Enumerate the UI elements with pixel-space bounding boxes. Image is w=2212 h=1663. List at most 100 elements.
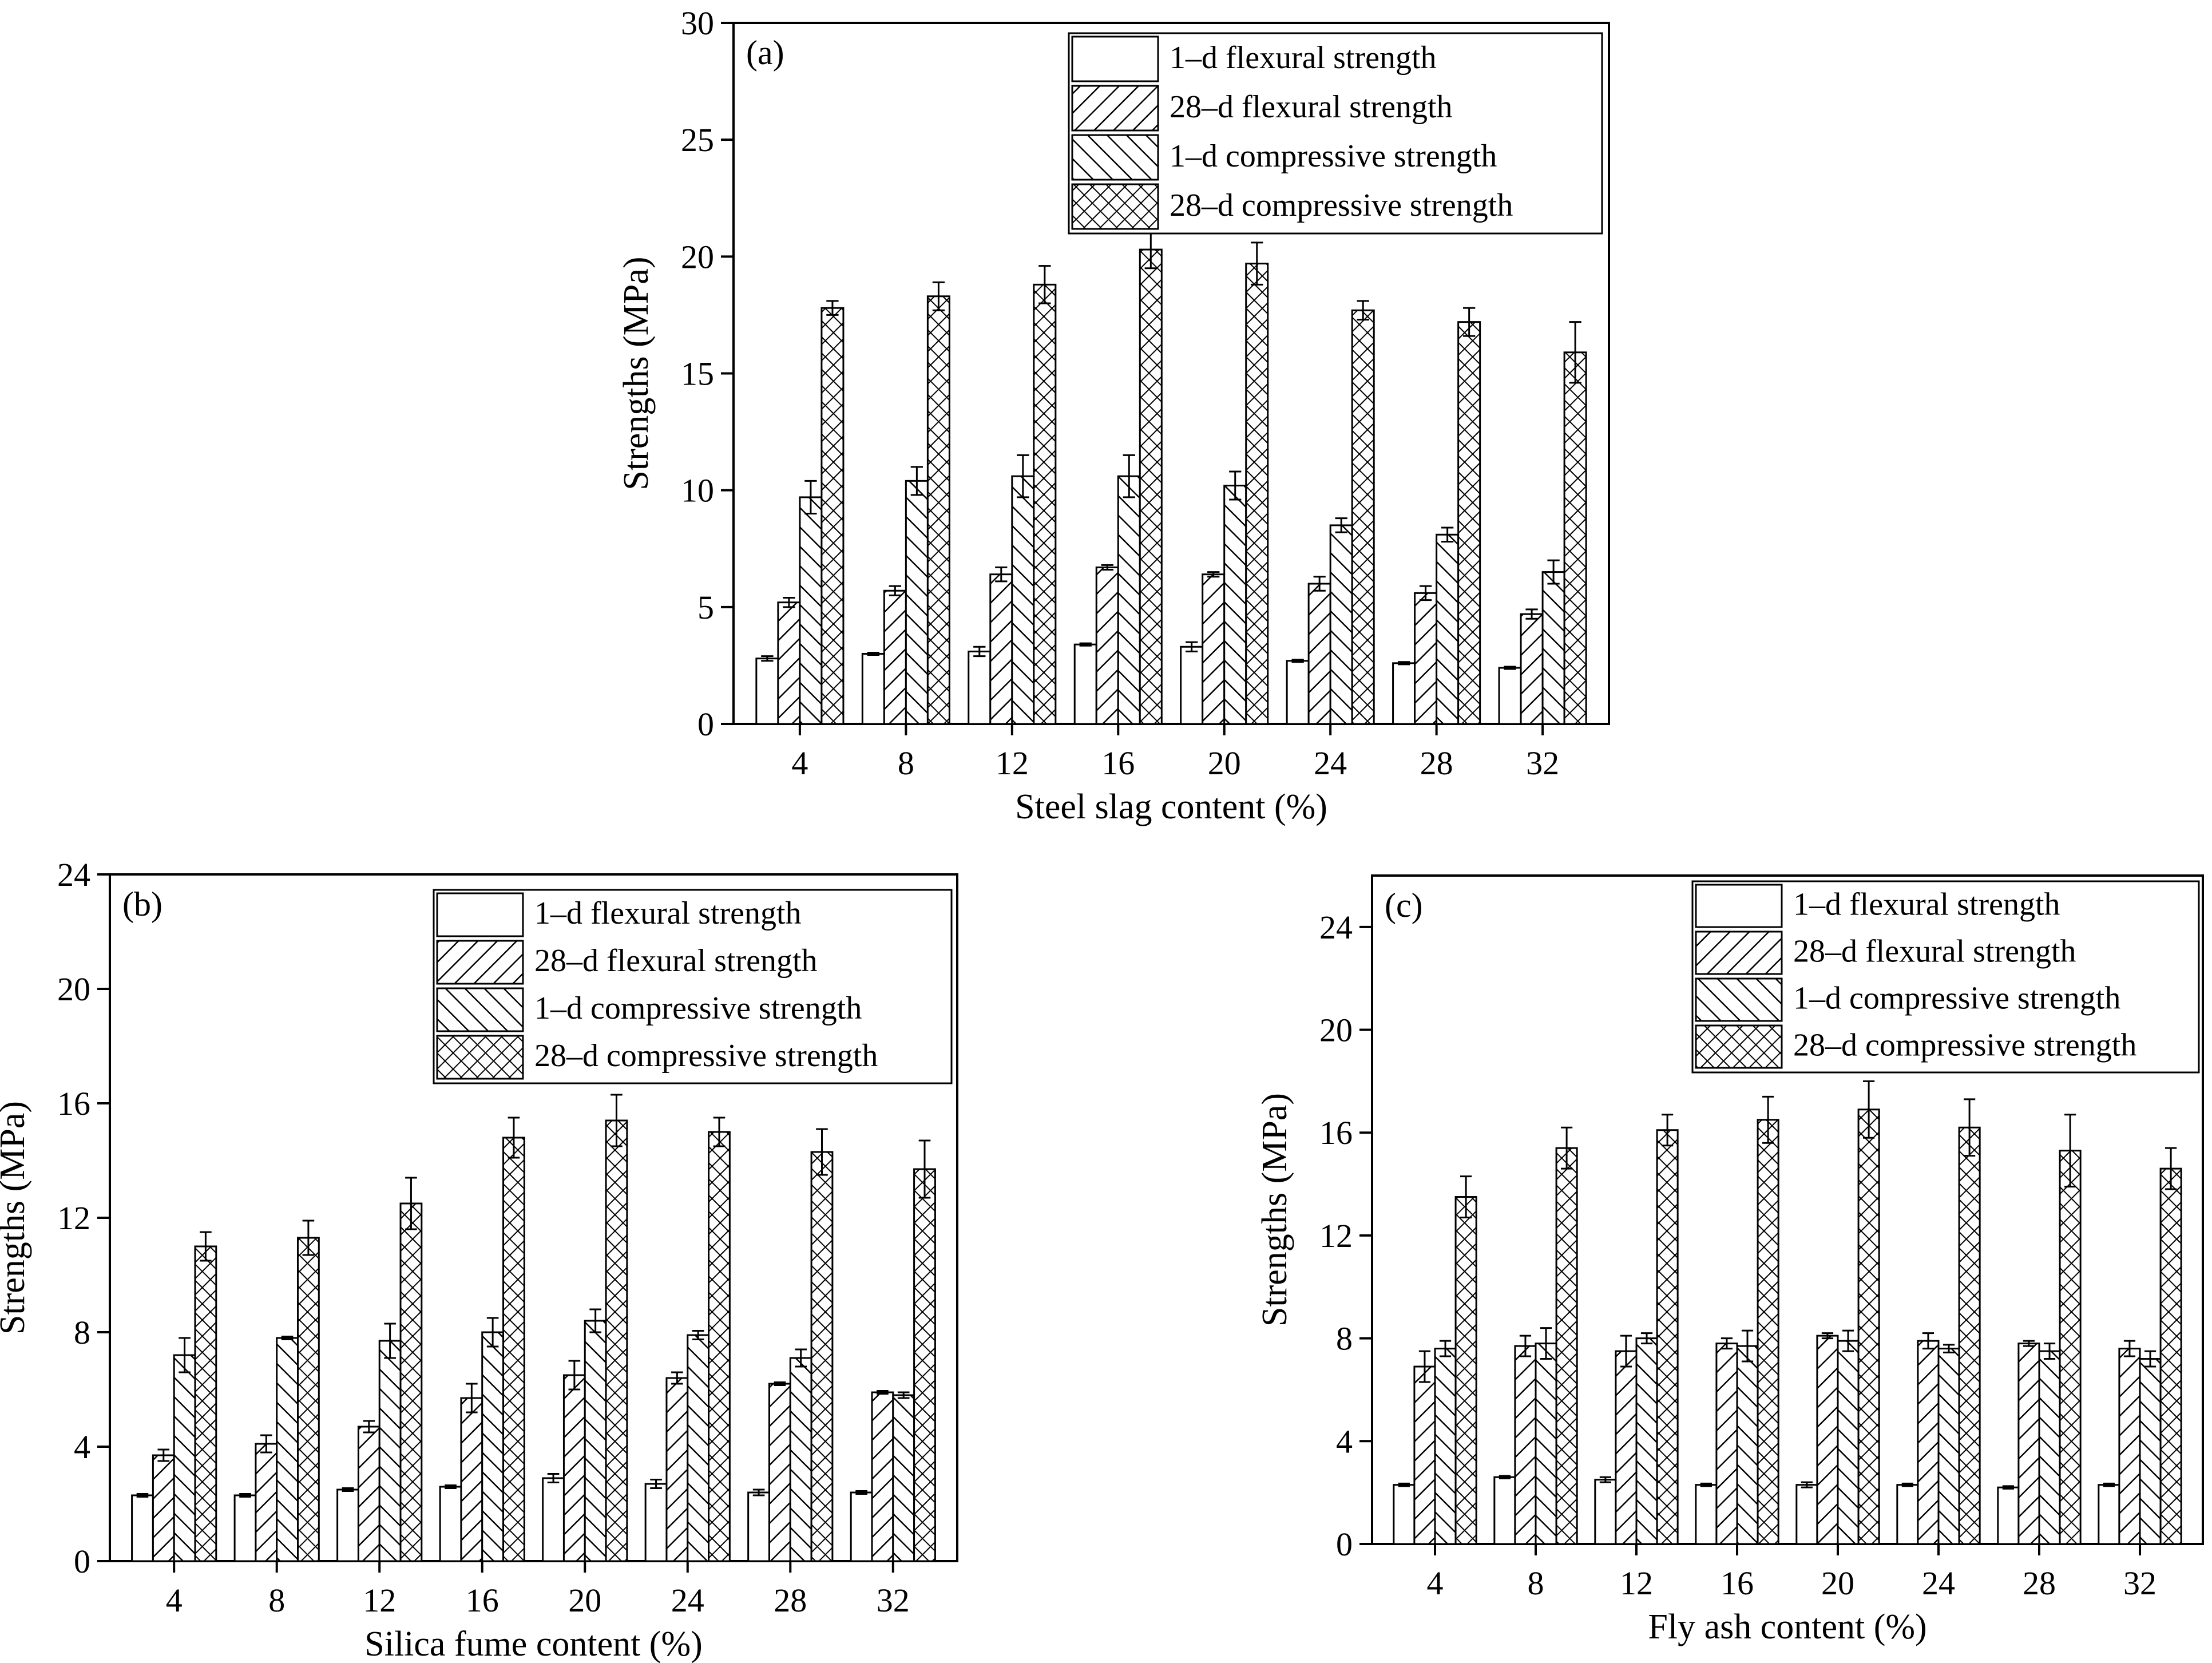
bar-hatch-left (1117, 475, 1141, 725)
bar-hatch-left (1436, 533, 1460, 725)
legend-swatch-hatch-right (1695, 931, 1783, 975)
y-tick-label: 8 (74, 1314, 90, 1351)
x-tick-label: 28 (1420, 745, 1453, 782)
bar-crosshatch (1454, 1196, 1477, 1545)
legend-label: 28–d compressive strength (1170, 188, 1513, 223)
bar-blank (861, 653, 885, 725)
bar-blank (1073, 643, 1097, 725)
bar-hatch-left (584, 1320, 607, 1562)
legend-label: 28–d flexural strength (1170, 89, 1453, 125)
bar-hatch-left (789, 1357, 812, 1562)
legend-swatch-hatch-left (1695, 977, 1783, 1022)
bar-blank (1393, 1484, 1416, 1545)
bar-hatch-left (2038, 1350, 2061, 1545)
bar-hatch-left (892, 1394, 915, 1562)
bar-hatch-left (1535, 1343, 1557, 1545)
bar-hatch-left (905, 480, 929, 725)
bar-hatch-right (1715, 1343, 1738, 1545)
legend-swatch-crosshatch (436, 1035, 524, 1080)
bar-crosshatch (708, 1131, 731, 1562)
x-tick-label: 24 (1922, 1565, 1955, 1602)
legend-label: 28–d compressive strength (1793, 1027, 2136, 1063)
legend-label: 28–d compressive strength (534, 1038, 878, 1074)
bar-hatch-left (1635, 1337, 1658, 1545)
bar-hatch-left (1223, 485, 1247, 725)
bar-blank (1180, 646, 1204, 725)
x-tick-label: 28 (2023, 1565, 2056, 1602)
bar-blank (1286, 660, 1310, 725)
bar-blank (1695, 1484, 1718, 1545)
bar-blank (968, 650, 992, 725)
legend-swatch-blank (436, 892, 524, 937)
bar-hatch-left (799, 496, 823, 725)
legend-label: 1–d compressive strength (1793, 980, 2120, 1016)
bar-blank (1498, 667, 1522, 725)
bar-blank (131, 1494, 154, 1562)
x-tick-label: 16 (1101, 745, 1135, 782)
bar-blank (542, 1477, 565, 1562)
bar-hatch-left (481, 1331, 505, 1562)
bar-hatch-right (883, 589, 907, 725)
bar-hatch-left (1837, 1340, 1860, 1545)
bar-hatch-left (276, 1337, 299, 1562)
bar-hatch-right (1514, 1345, 1537, 1545)
y-tick-label: 4 (1336, 1423, 1353, 1460)
bar-hatch-right (1414, 592, 1438, 725)
bar-crosshatch (1351, 309, 1375, 725)
y-axis-title: Strengths (MPa) (1255, 1093, 1294, 1327)
bar-crosshatch (810, 1151, 834, 1562)
legend-swatch-crosshatch (1695, 1024, 1783, 1069)
bar-hatch-right (777, 601, 801, 725)
bar-crosshatch (2159, 1167, 2182, 1545)
bar-blank (2098, 1484, 2120, 1545)
x-tick-label: 24 (1314, 745, 1347, 782)
panel-label: (a) (746, 34, 784, 72)
bar-hatch-left (1329, 524, 1353, 725)
legend-swatch-hatch-left (436, 987, 524, 1032)
legend: 1–d flexural strength 28–d flexural stren… (433, 889, 953, 1084)
legend: 1–d flexural strength 28–d flexural stren… (1691, 880, 2200, 1074)
bar-blank (233, 1494, 257, 1562)
x-tick-label: 24 (671, 1582, 704, 1619)
bar-crosshatch (1245, 263, 1269, 725)
bar-hatch-right (1917, 1340, 1940, 1545)
bar-blank (1997, 1486, 2020, 1545)
legend-swatch-hatch-right (436, 940, 524, 985)
bar-hatch-right (562, 1374, 586, 1562)
x-tick-label: 28 (774, 1582, 807, 1619)
bar-crosshatch (913, 1168, 936, 1562)
y-tick-label: 24 (57, 856, 90, 893)
legend-swatch-blank (1071, 35, 1159, 82)
chart-panel-3: 0 4 8 12 16 20 24 Strengths (MPa) (c) 4 8 12 16 20 24 2… (1255, 874, 2204, 1646)
bar-hatch-left (173, 1354, 196, 1562)
y-tick-label: 16 (1319, 1114, 1353, 1151)
legend-swatch-hatch-left (1071, 134, 1159, 181)
legend-label: 28–d flexural strength (1793, 933, 2076, 969)
bar-blank (439, 1486, 462, 1562)
x-tick-label: 4 (1427, 1565, 1444, 1602)
bar-hatch-left (1937, 1348, 1960, 1545)
x-tick-label: 4 (791, 745, 808, 782)
bar-hatch-left (1434, 1348, 1457, 1545)
bar-hatch-left (378, 1340, 402, 1562)
bar-hatch-right (1520, 613, 1544, 725)
y-axis-title: Strengths (MPa) (617, 256, 656, 490)
bar-hatch-left (2139, 1358, 2162, 1545)
bar-crosshatch (926, 295, 950, 725)
bar-hatch-right (989, 573, 1013, 725)
bar-blank (644, 1483, 668, 1562)
y-tick-label: 10 (681, 472, 714, 509)
bar-blank (1392, 662, 1416, 725)
legend-label: 1–d compressive strength (534, 991, 862, 1026)
bar-crosshatch (297, 1237, 320, 1562)
bar-hatch-right (2017, 1343, 2040, 1545)
bar-crosshatch (2059, 1150, 2082, 1545)
chart-panel-1: 0 5 10 15 20 25 30 Strengths (MPa) (a) 4 8 12 16 20 24… (617, 5, 1610, 826)
bar-hatch-right (768, 1383, 791, 1562)
legend-label: 28–d flexural strength (534, 943, 818, 979)
bar-hatch-left (1541, 571, 1565, 725)
bar-crosshatch (1757, 1119, 1779, 1545)
x-axis-title: Fly ash content (%) (1648, 1607, 1926, 1646)
bar-crosshatch (1958, 1126, 1981, 1545)
bar-hatch-left (1736, 1345, 1759, 1545)
